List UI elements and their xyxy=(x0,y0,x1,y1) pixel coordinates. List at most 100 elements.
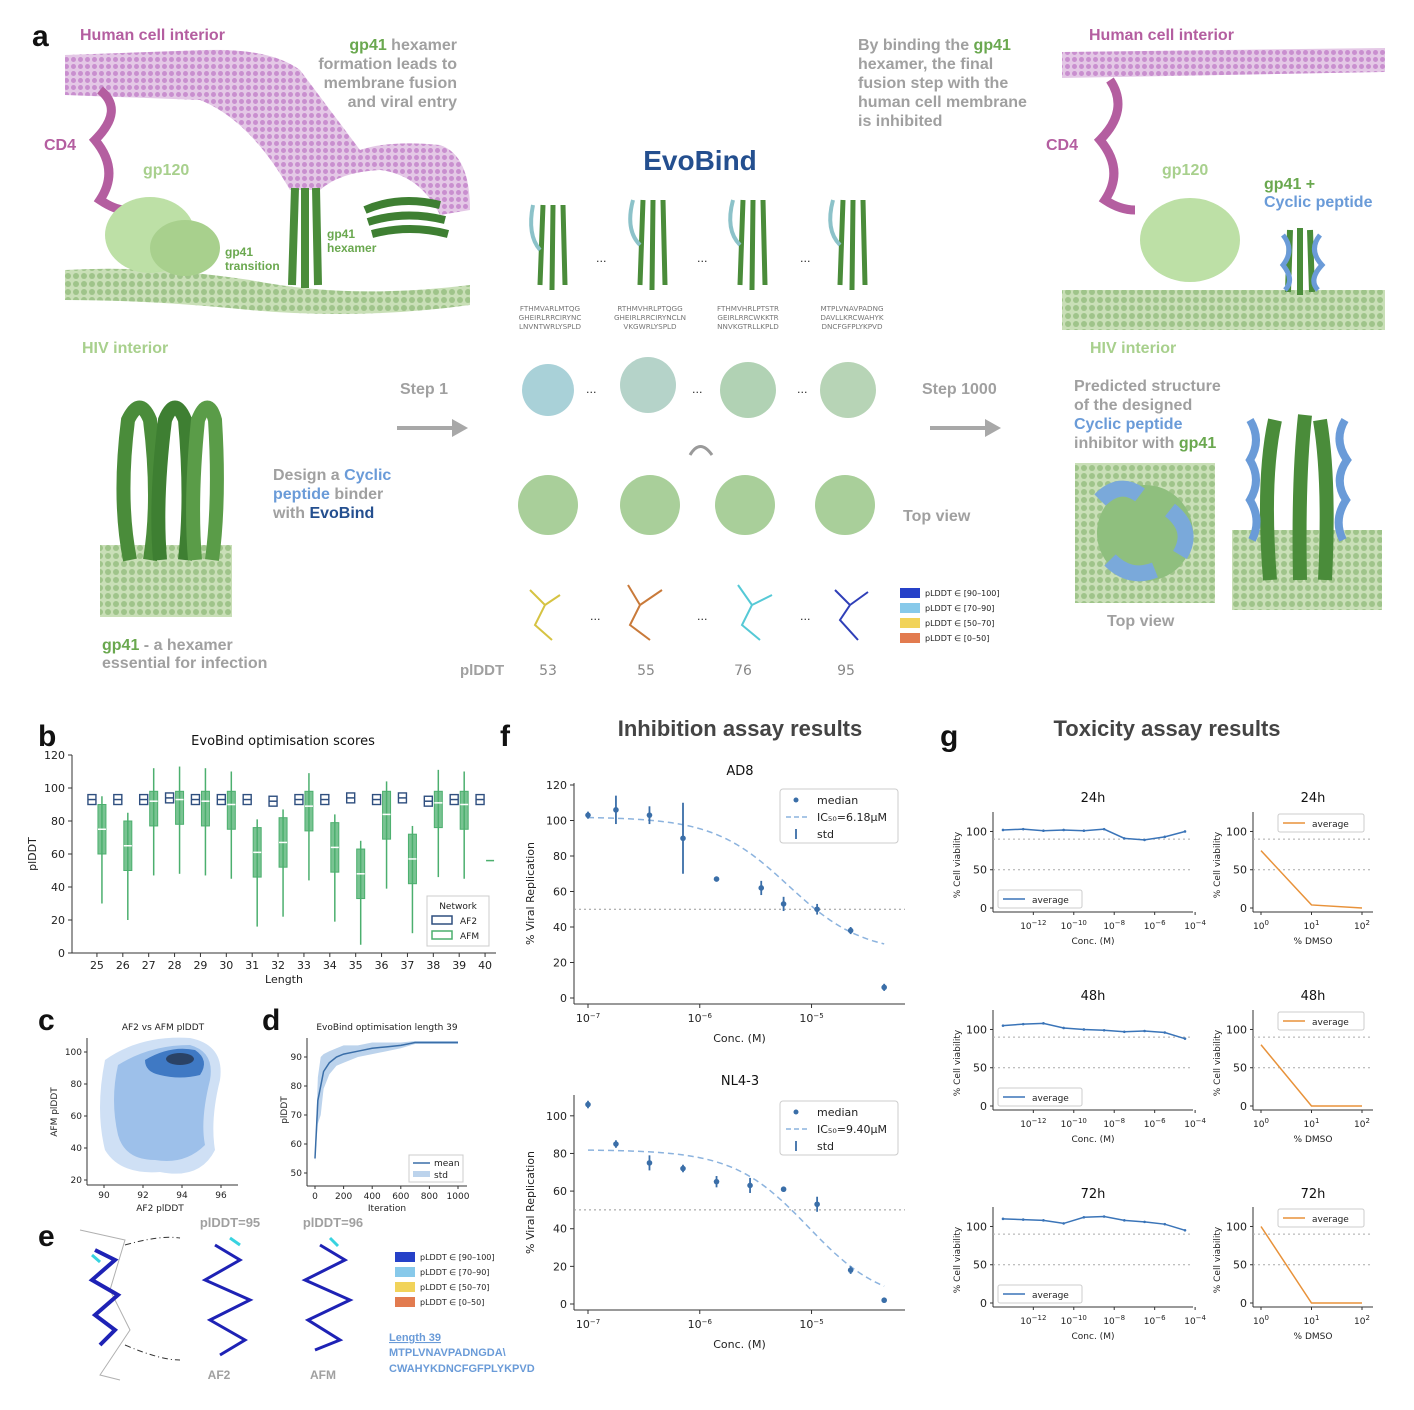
b-xtick-label: 30 xyxy=(219,959,233,972)
f-ytick-label: 20 xyxy=(553,1260,567,1273)
d-xtick-label: 600 xyxy=(392,1192,409,1202)
transition-line-1: gp41 xyxy=(225,245,253,259)
f-legend-ic50: IC₅₀=6.18μM xyxy=(817,811,887,824)
g-ytick-label: 0 xyxy=(1240,902,1247,915)
d-xtick-label: 400 xyxy=(364,1192,381,1202)
f-fit-curve xyxy=(587,816,885,945)
g-ytick-label: 100 xyxy=(1226,1220,1247,1233)
gp41-caption: gp41 - a hexamer xyxy=(102,637,233,654)
g-average-point xyxy=(1021,827,1025,831)
b-ytick-label: 20 xyxy=(51,914,65,927)
g-legend-box xyxy=(997,1087,1083,1107)
d-plot xyxy=(314,1041,458,1162)
d-xtick-label: 0 xyxy=(312,1192,318,1202)
plddt-legend-e: pLDDT ∈ [90–100] pLDDT ∈ [70–90] pLDDT ∈… xyxy=(395,1252,495,1307)
pred-l4b: gp41 xyxy=(1179,435,1216,452)
g-xtick-label: 10−8 xyxy=(1103,919,1125,932)
g-average-line xyxy=(1002,1215,1186,1232)
legend-a-swatch-1 xyxy=(900,588,920,598)
dots-1: ... xyxy=(596,252,607,265)
d-ylabel: plDDT xyxy=(280,1096,290,1124)
f-point xyxy=(780,901,787,907)
f-xtick-label: 10−5 xyxy=(799,1012,823,1025)
human-cell-interior-left: Human cell interior xyxy=(80,27,225,44)
top-view-right: Top view xyxy=(1107,613,1175,630)
f-xtick-label: 10−6 xyxy=(688,1318,713,1331)
f-point xyxy=(814,1201,820,1208)
f-ytick-label: 0 xyxy=(560,1298,567,1311)
f-title: Inhibition assay results xyxy=(618,716,863,741)
g-xtick-label: 10−8 xyxy=(1103,1117,1125,1130)
g-average-point xyxy=(1082,1028,1086,1031)
plddt-value-2: 55 xyxy=(637,663,655,679)
c-kde-peak xyxy=(166,1053,194,1065)
legend-a-swatch-2 xyxy=(900,603,920,613)
g-xtick-label: 10−4 xyxy=(1184,919,1206,932)
col1-topview xyxy=(518,475,578,535)
f-point xyxy=(814,906,820,913)
e-afm-label: AFM xyxy=(310,1368,336,1382)
top-view-core xyxy=(1097,485,1193,581)
design-with: with xyxy=(272,505,309,522)
g-ytick-label: 0 xyxy=(980,1100,987,1113)
gp41-caption-rest: - a hexamer xyxy=(139,637,232,654)
dots-8: ... xyxy=(697,610,708,623)
d-legend-box xyxy=(408,1154,464,1183)
f-chart-title: AD8 xyxy=(726,764,753,779)
g-average-point xyxy=(1042,1022,1045,1025)
rotate-arrow xyxy=(688,445,714,456)
e-af2-cyan xyxy=(229,1236,241,1247)
dots-7: ... xyxy=(590,610,601,623)
gp120-lobe xyxy=(150,220,220,276)
panel-b-title: EvoBind optimisation scores xyxy=(191,734,375,749)
col3-cyclic xyxy=(737,584,773,641)
legend-e-swatch-2 xyxy=(395,1267,415,1277)
pred-l3: Cyclic peptide xyxy=(1074,416,1183,433)
g-average-line xyxy=(1002,828,1186,841)
e-cyan-bit xyxy=(91,1253,101,1264)
g-xtick-label: 102 xyxy=(1354,1314,1370,1327)
g-xtick-label: 101 xyxy=(1304,1314,1320,1327)
c-ytick-label: 80 xyxy=(71,1080,83,1090)
transition-line-2: transition xyxy=(225,259,280,273)
hexamer-helix-1 xyxy=(116,400,162,562)
legend-e-swatch-3 xyxy=(395,1282,415,1292)
f-xtick-label: 10−7 xyxy=(576,1318,600,1331)
f-point xyxy=(758,885,765,891)
c-ylabel: AFM plDDT xyxy=(50,1087,60,1137)
f-chart-title: NL4-3 xyxy=(721,1074,759,1089)
f-point xyxy=(585,812,591,818)
design-a: Design a xyxy=(273,467,344,484)
b-xlabel: Length xyxy=(265,973,303,986)
b-legend-afm: AFM xyxy=(460,932,479,942)
panel-b-label: b xyxy=(38,720,56,753)
g-average-point xyxy=(1102,1215,1106,1218)
g-average-point xyxy=(1062,1026,1065,1030)
g-ytick-label: 0 xyxy=(980,902,987,915)
step1-arrowhead xyxy=(452,419,468,437)
g-average-point xyxy=(1123,1219,1126,1222)
e-zoom-lines xyxy=(124,1236,181,1361)
f-ytick-label: 60 xyxy=(553,1185,567,1198)
f-legend-std: std xyxy=(817,828,834,841)
f-point xyxy=(780,1186,787,1193)
panel-f-label: f xyxy=(500,720,511,753)
g-xlabel: % DMSO xyxy=(1294,1332,1333,1342)
d-xtick-label: 800 xyxy=(421,1192,438,1202)
f-legend-median: median xyxy=(817,794,858,807)
f-ylabel: % Viral Replication xyxy=(524,1151,537,1254)
g-legend-box xyxy=(997,1284,1083,1304)
col4-cyclic xyxy=(834,589,869,641)
b-ytick-label: 100 xyxy=(44,782,65,795)
seq-4-l1: MTPLVNAVPADNG xyxy=(820,304,883,313)
g-xtick-label: 10−10 xyxy=(1061,919,1087,932)
g-legend-text: average xyxy=(1032,896,1069,906)
d-legend-std: std xyxy=(434,1171,448,1181)
column-3 xyxy=(715,199,776,641)
g-xtick-label: 10−12 xyxy=(1020,1314,1046,1327)
legend-e-swatch-4 xyxy=(395,1297,415,1307)
step1000-label: Step 1000 xyxy=(922,381,997,398)
seq-1-l2: GHEIRLRRCIRYNC xyxy=(519,313,582,322)
g-chart-title: 48h xyxy=(1081,989,1106,1004)
g-average-point xyxy=(1042,829,1045,833)
